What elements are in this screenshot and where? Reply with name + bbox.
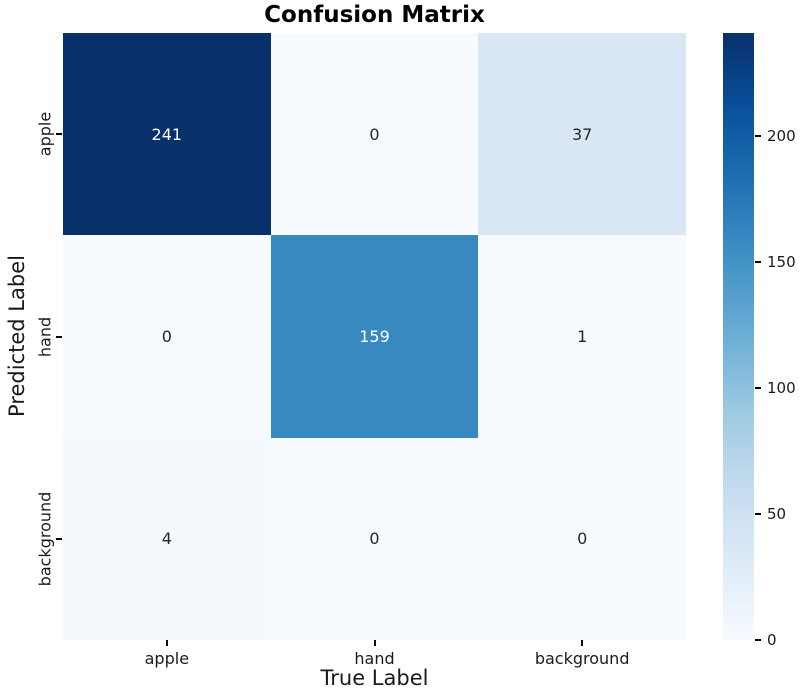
y-axis-ticks: apple hand background (0, 33, 63, 640)
colorbar-tick-mark (755, 387, 761, 390)
heatmap-cell: 0 (270, 437, 479, 640)
colorbar-tick-mark (755, 639, 761, 641)
colorbar-tick-label: 50 (767, 505, 787, 524)
colorbar-tick-label: 100 (767, 379, 796, 398)
y-axis-label: Predicted Label (5, 255, 29, 417)
cell-value: 4 (161, 529, 172, 549)
heatmap-cell: 241 (63, 33, 271, 236)
x-tick-label: background (534, 649, 630, 668)
cell-value: 0 (577, 529, 588, 549)
colorbar-ticks: 0 50 100 150 200 (754, 33, 800, 649)
colorbar-tick-mark (755, 261, 761, 264)
cell-value: 0 (161, 326, 172, 346)
heatmap-cell: 0 (478, 437, 686, 640)
x-tick-label: hand (354, 649, 395, 668)
heatmap-cell: 37 (478, 33, 686, 236)
y-tick-mark (56, 133, 62, 136)
chart-title: Confusion Matrix (264, 2, 485, 28)
heatmap-cell: 1 (478, 235, 686, 438)
heatmap-cell: 159 (270, 235, 479, 438)
cell-value: 0 (369, 529, 380, 549)
x-tick-mark (373, 640, 376, 646)
heatmap-grid: 241 0 37 0 159 1 4 0 0 (63, 33, 686, 640)
x-tick-mark (165, 640, 168, 646)
x-axis-label: True Label (320, 666, 429, 690)
colorbar-tick-label: 0 (767, 631, 777, 649)
cell-value: 0 (369, 124, 380, 144)
y-tick-label: background (35, 491, 55, 587)
y-tick-label: apple (35, 111, 55, 157)
colorbar-tick-mark (755, 135, 761, 138)
colorbar-tick-label: 200 (767, 127, 796, 146)
cell-value: 159 (359, 326, 390, 346)
heatmap-cell: 0 (270, 33, 479, 236)
cell-value: 37 (571, 124, 593, 144)
y-tick-label: hand (35, 316, 55, 357)
x-axis-ticks: apple hand background (63, 640, 686, 696)
cell-value: 1 (577, 326, 588, 346)
y-tick-mark (56, 335, 62, 338)
colorbar-tick-label: 150 (767, 253, 796, 272)
y-tick-mark (56, 537, 62, 540)
heatmap-cell: 4 (63, 437, 271, 640)
colorbar (723, 33, 754, 640)
colorbar-tick-mark (755, 513, 761, 516)
cell-value: 241 (151, 124, 183, 144)
x-tick-mark (581, 640, 584, 646)
heatmap-cell: 0 (63, 235, 271, 438)
x-tick-label: apple (144, 649, 190, 668)
